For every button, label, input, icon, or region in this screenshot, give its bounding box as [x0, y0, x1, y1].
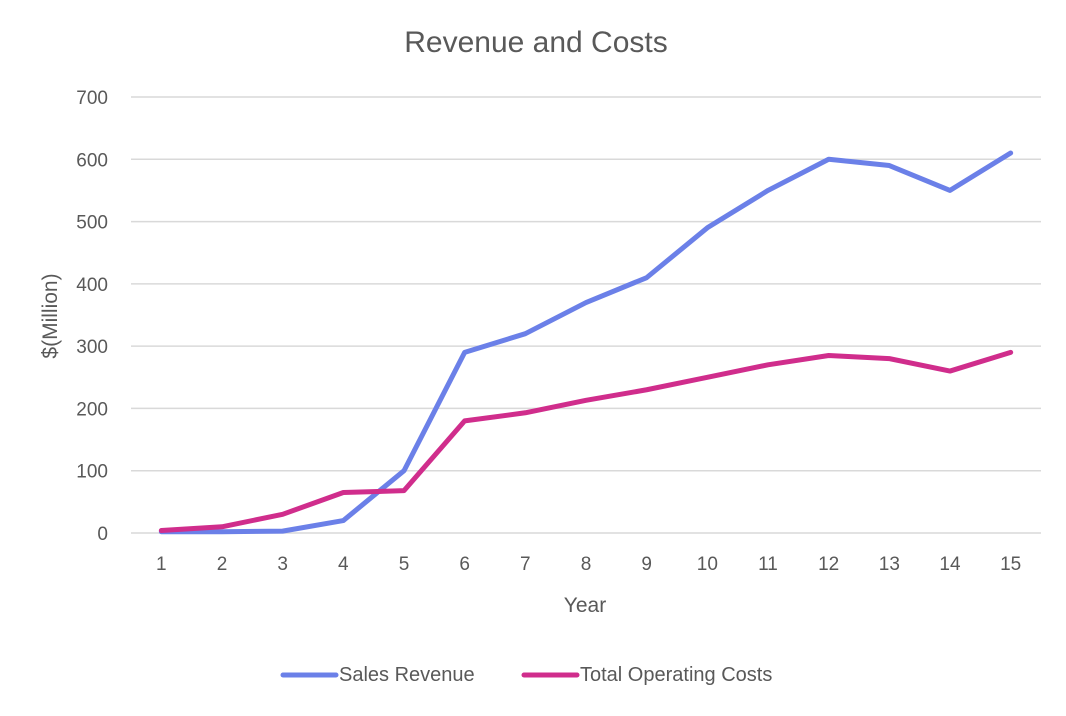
x-tick-label: 14	[939, 554, 961, 575]
series-line-total-operating-costs	[158, 349, 1014, 534]
x-tick-label: 4	[338, 554, 349, 575]
legend-label: Total Operating Costs	[580, 664, 772, 686]
x-tick-label: 3	[277, 554, 288, 575]
series-line-sales-revenue	[158, 150, 1014, 535]
y-tick-label: 200	[76, 399, 108, 420]
x-axis-label: Year	[564, 594, 606, 617]
x-tick-label: 11	[758, 554, 778, 575]
legend-label: Sales Revenue	[339, 664, 475, 686]
x-tick-label: 8	[581, 554, 592, 575]
x-tick-label: 1	[156, 554, 167, 575]
legend-item: Sales Revenue	[280, 664, 475, 686]
x-axis-ticks: 1 2 3 4 5 6 7 8 9 10 11 12 13 14 15	[156, 554, 1021, 575]
y-tick-label: 700	[76, 88, 108, 109]
x-tick-label: 15	[1000, 554, 1021, 575]
x-tick-label: 7	[520, 554, 531, 575]
x-tick-label: 6	[459, 554, 470, 575]
gridlines	[131, 96, 1041, 534]
x-tick-label: 10	[697, 554, 718, 575]
y-tick-label: 500	[76, 213, 108, 234]
x-tick-label: 5	[399, 554, 410, 575]
x-tick-label: 12	[818, 554, 839, 575]
x-tick-label: 2	[217, 554, 228, 575]
y-tick-label: 300	[76, 337, 108, 358]
y-tick-label: 0	[97, 524, 108, 545]
y-tick-label: 400	[76, 275, 108, 296]
x-tick-label: 13	[879, 554, 900, 575]
y-tick-label: 100	[76, 462, 108, 483]
legend-item: Total Operating Costs	[521, 664, 772, 686]
series-lines	[158, 150, 1014, 535]
legend: Sales Revenue Total Operating Costs	[280, 664, 772, 686]
chart-title: Revenue and Costs	[404, 26, 668, 59]
y-axis-ticks: 0 100 200 300 400 500 600 700	[76, 88, 108, 545]
y-tick-label: 600	[76, 150, 108, 171]
x-tick-label: 9	[641, 554, 652, 575]
y-axis-label: $(Million)	[39, 273, 62, 358]
